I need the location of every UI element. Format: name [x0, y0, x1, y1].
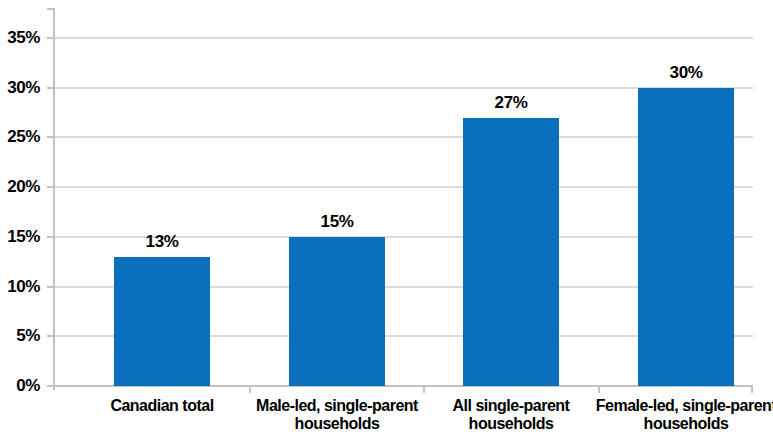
category-label-line: Female-led, single-parent	[576, 397, 773, 415]
y-axis-label: 30%	[0, 78, 40, 98]
bar-chart: 0%5%10%15%20%25%30%35%13%Canadian total1…	[0, 0, 773, 436]
bar	[463, 118, 559, 386]
bar	[114, 257, 210, 386]
y-axis-label: 35%	[0, 28, 40, 48]
x-axis-category-label: Female-led, single-parenthouseholds	[576, 397, 773, 433]
bar-value-label: 15%	[287, 212, 387, 232]
category-label-line: households	[576, 415, 773, 433]
y-axis-label: 5%	[0, 326, 40, 346]
y-axis-label: 20%	[0, 177, 40, 197]
gridline	[55, 37, 753, 39]
bar-value-label: 30%	[636, 63, 736, 83]
x-axis-tick	[249, 387, 251, 393]
y-axis-label: 15%	[0, 227, 40, 247]
y-axis-line	[53, 8, 55, 390]
plot-area: 0%5%10%15%20%25%30%35%13%Canadian total1…	[0, 0, 773, 436]
y-axis-label: 0%	[0, 376, 40, 396]
bar-value-label: 27%	[461, 93, 561, 113]
x-axis-tick	[598, 387, 600, 393]
bar	[638, 88, 734, 386]
x-axis-tick	[751, 387, 753, 393]
bar	[289, 237, 385, 386]
y-axis-label: 25%	[0, 127, 40, 147]
bar-value-label: 13%	[112, 232, 212, 252]
x-axis-tick	[423, 387, 425, 393]
y-axis-label: 10%	[0, 277, 40, 297]
